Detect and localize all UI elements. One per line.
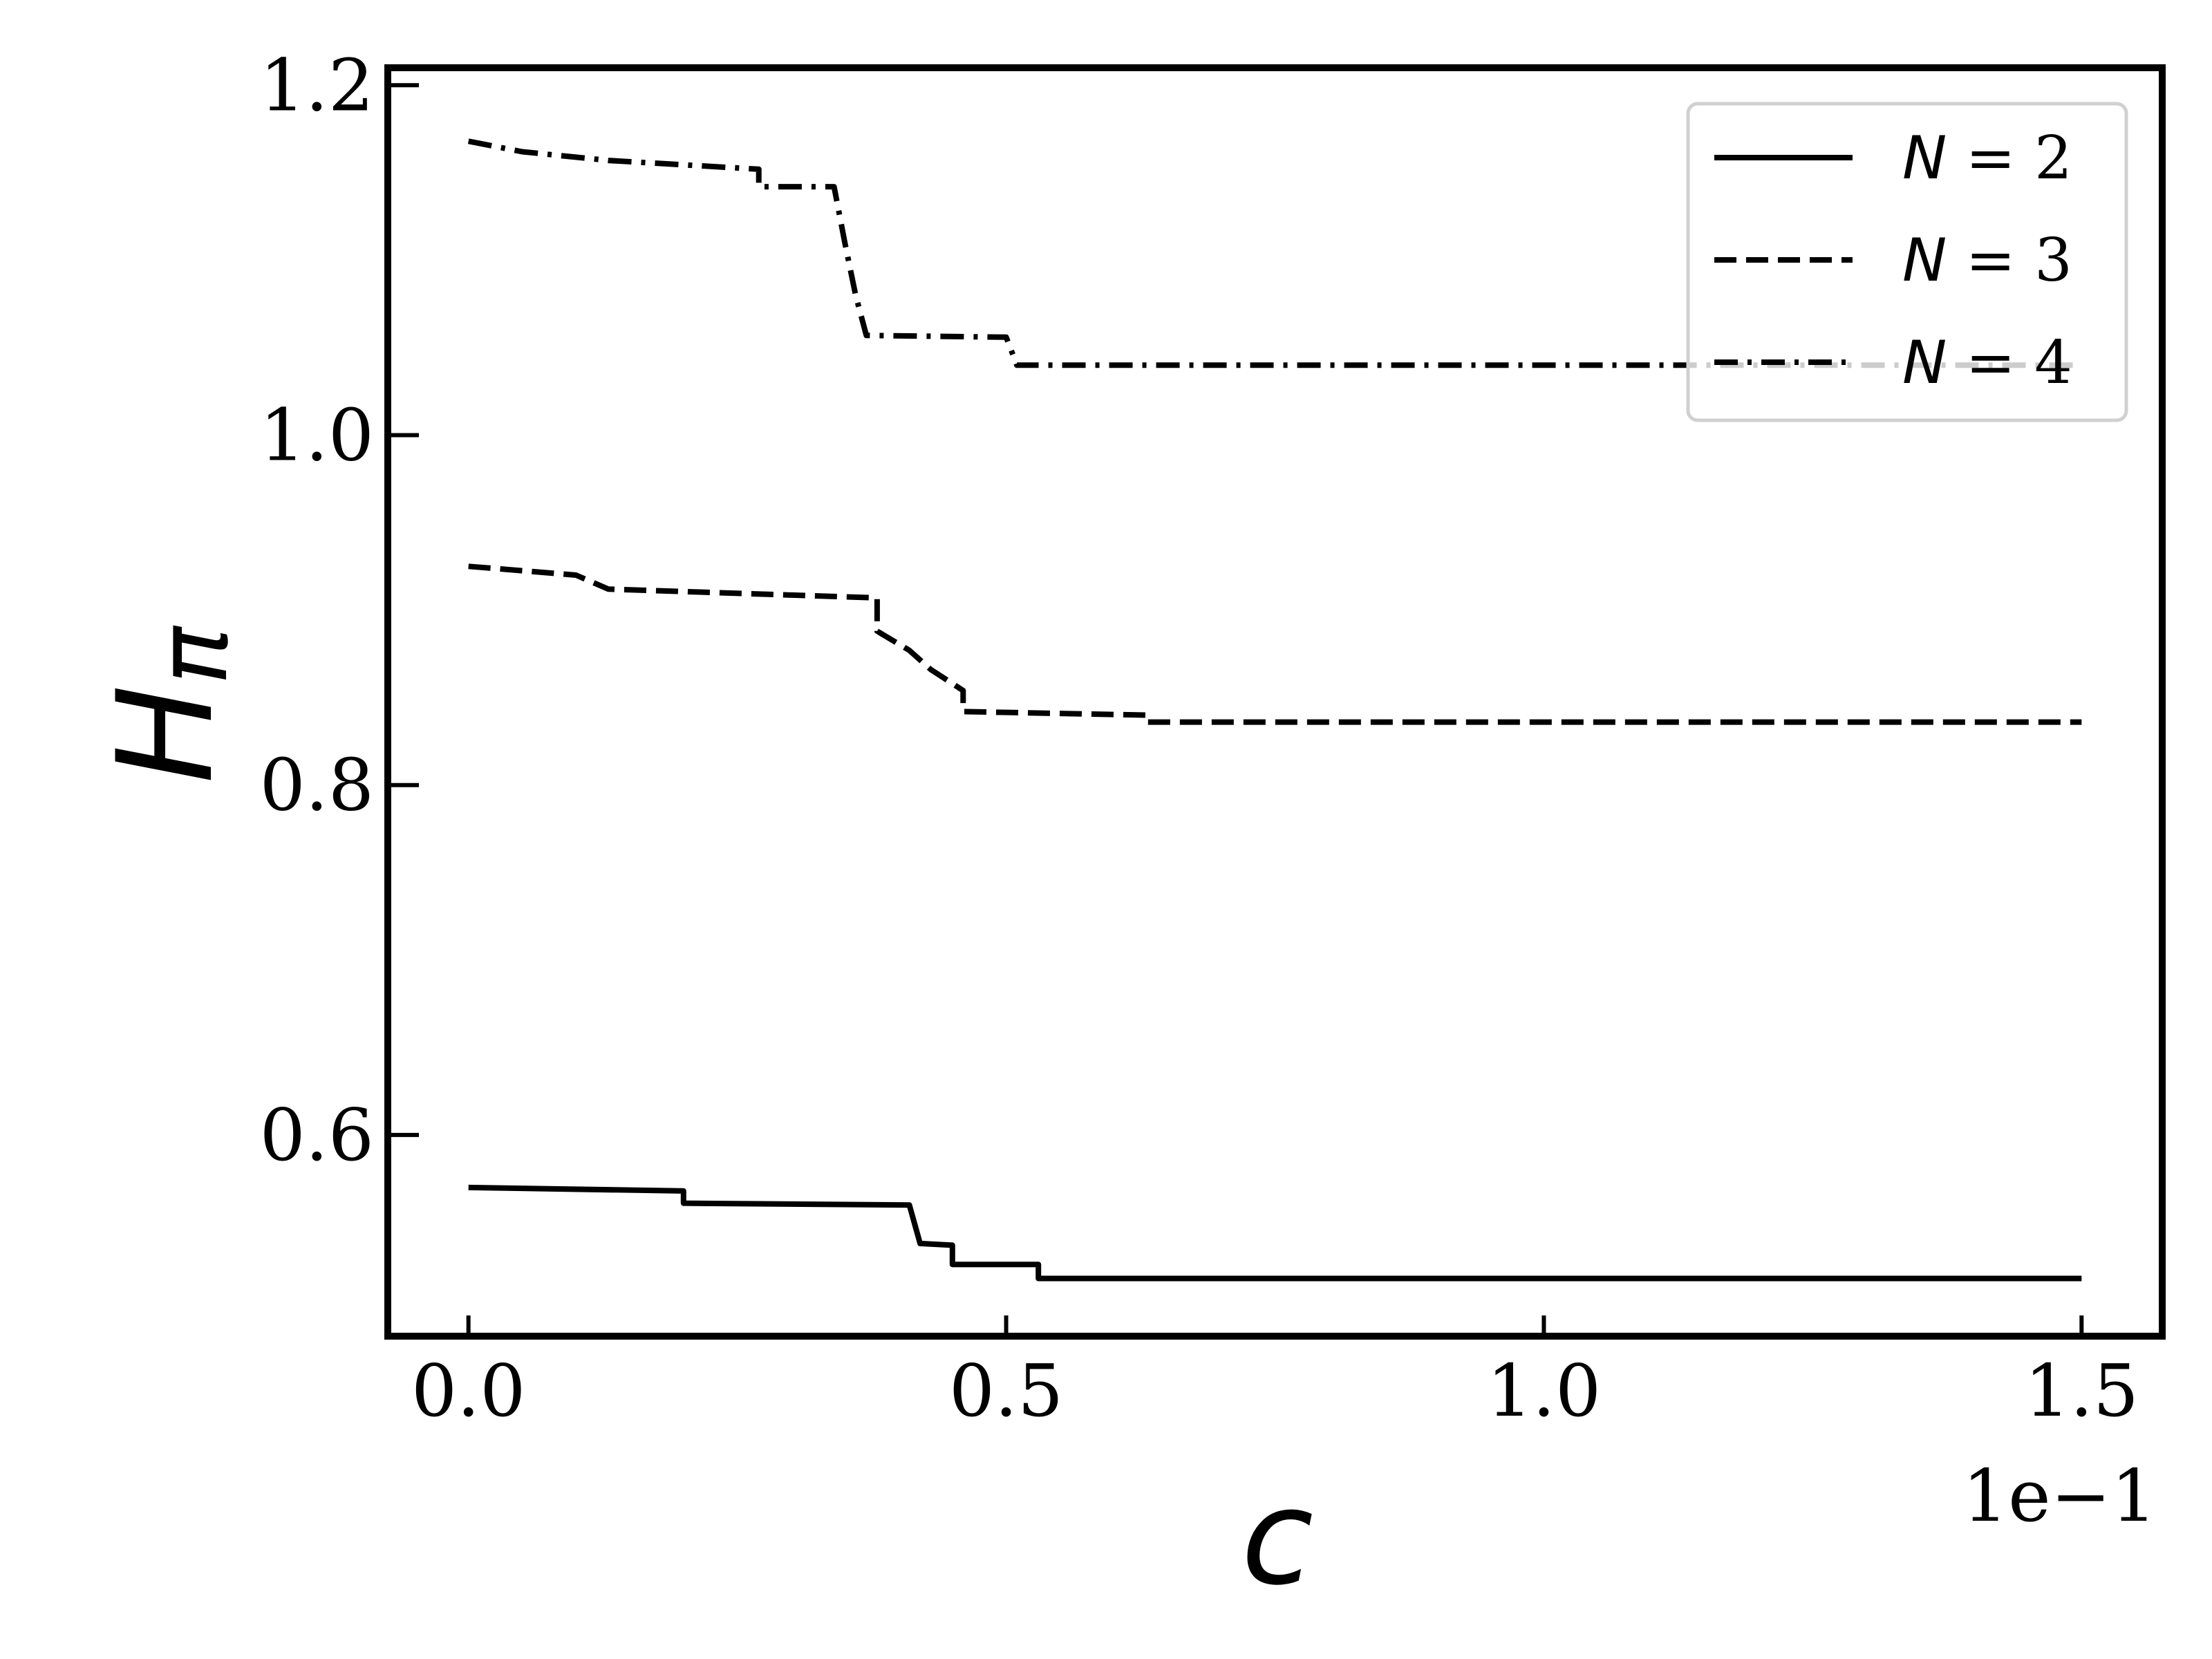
y-tick-label: 0.8 [260,743,374,827]
legend-label: N = 4 [1902,328,2072,397]
legend-label-eq: = 4 [1947,328,2072,397]
legend-entries: N = 2N = 3N = 4 [1714,124,2072,397]
series-line-n4 [467,138,2082,368]
x-tick-label: 0.0 [411,1349,525,1433]
legend-label-var: N [1902,328,1947,397]
legend-box [1686,102,2128,422]
legend-label-var: N [1902,226,1947,295]
y-axis-label: Hπ [89,625,250,784]
series-line-n2 [468,1184,2082,1282]
y-tick-label: 1.2 [260,43,374,127]
series-line-n3 [468,563,2082,725]
x-tick-label: 1.5 [2025,1349,2139,1433]
ticks-layer: 0.0 0.5 1.0 1.5 0.6 0.8 1.0 1.2 [260,43,2139,1433]
x-tick-label: 1.0 [1487,1349,1601,1433]
plot-frame [384,64,2166,1340]
legend-label: N = 2 [1902,124,2072,193]
x-tick-label: 0.5 [949,1349,1063,1433]
legend-label: N = 3 [1902,226,2072,295]
y-tick-label: 1.0 [260,393,374,478]
y-axis-label-sub: π [137,625,250,685]
legend: N = 2N = 3N = 4 [1686,102,2128,422]
y-axis-label-main: H [89,685,242,784]
x-offset-label: 1e−1 [1962,1454,2157,1538]
legend-label-eq: = 3 [1947,226,2072,295]
series-layer [467,138,2082,1282]
legend-label-var: N [1902,124,1947,193]
x-axis-label: c [1241,1461,1313,1614]
y-tick-label: 0.6 [260,1093,374,1177]
legend-label-eq: = 2 [1947,124,2072,193]
